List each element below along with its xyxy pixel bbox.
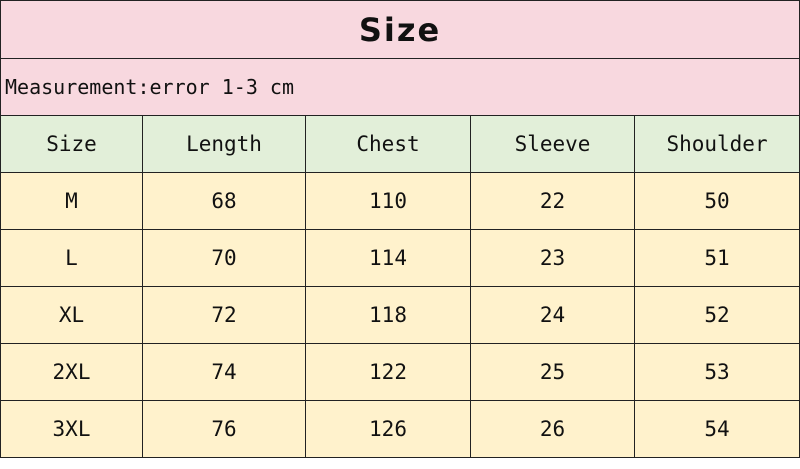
cell: 50 xyxy=(633,172,800,230)
header-row: Size Length Chest Sleeve Shoulder xyxy=(0,115,800,173)
cell: XL xyxy=(0,286,143,344)
table-row: M 68 110 22 50 xyxy=(0,172,800,230)
header-sleeve: Sleeve xyxy=(470,115,635,173)
header-chest: Chest xyxy=(305,115,471,173)
cell: 2XL xyxy=(0,343,143,401)
cell: 22 xyxy=(470,172,635,230)
cell: 74 xyxy=(142,343,306,401)
cell: 70 xyxy=(142,229,306,287)
size-chart-table: Size Measurement:error 1-3 cm Size Lengt… xyxy=(0,0,800,458)
cell: 23 xyxy=(470,229,635,287)
cell: 76 xyxy=(142,400,306,458)
cell: 68 xyxy=(142,172,306,230)
cell: L xyxy=(0,229,143,287)
cell: 24 xyxy=(470,286,635,344)
cell: 52 xyxy=(633,286,800,344)
chart-title: Size xyxy=(0,0,800,59)
table-row: L 70 114 23 51 xyxy=(0,229,800,287)
cell: 51 xyxy=(633,229,800,287)
cell: 25 xyxy=(470,343,635,401)
cell: 122 xyxy=(305,343,471,401)
cell: 26 xyxy=(470,400,635,458)
cell: 54 xyxy=(633,400,800,458)
measurement-note: Measurement:error 1-3 cm xyxy=(0,58,800,116)
header-size: Size xyxy=(0,115,143,173)
cell: 126 xyxy=(305,400,471,458)
cell: 72 xyxy=(142,286,306,344)
table-row: 3XL 76 126 26 54 xyxy=(0,400,800,458)
table-row: XL 72 118 24 52 xyxy=(0,286,800,344)
header-shoulder: Shoulder xyxy=(633,115,800,173)
cell: 110 xyxy=(305,172,471,230)
cell: M xyxy=(0,172,143,230)
cell: 118 xyxy=(305,286,471,344)
cell: 53 xyxy=(633,343,800,401)
cell: 3XL xyxy=(0,400,143,458)
header-length: Length xyxy=(142,115,306,173)
table-row: 2XL 74 122 25 53 xyxy=(0,343,800,401)
cell: 114 xyxy=(305,229,471,287)
